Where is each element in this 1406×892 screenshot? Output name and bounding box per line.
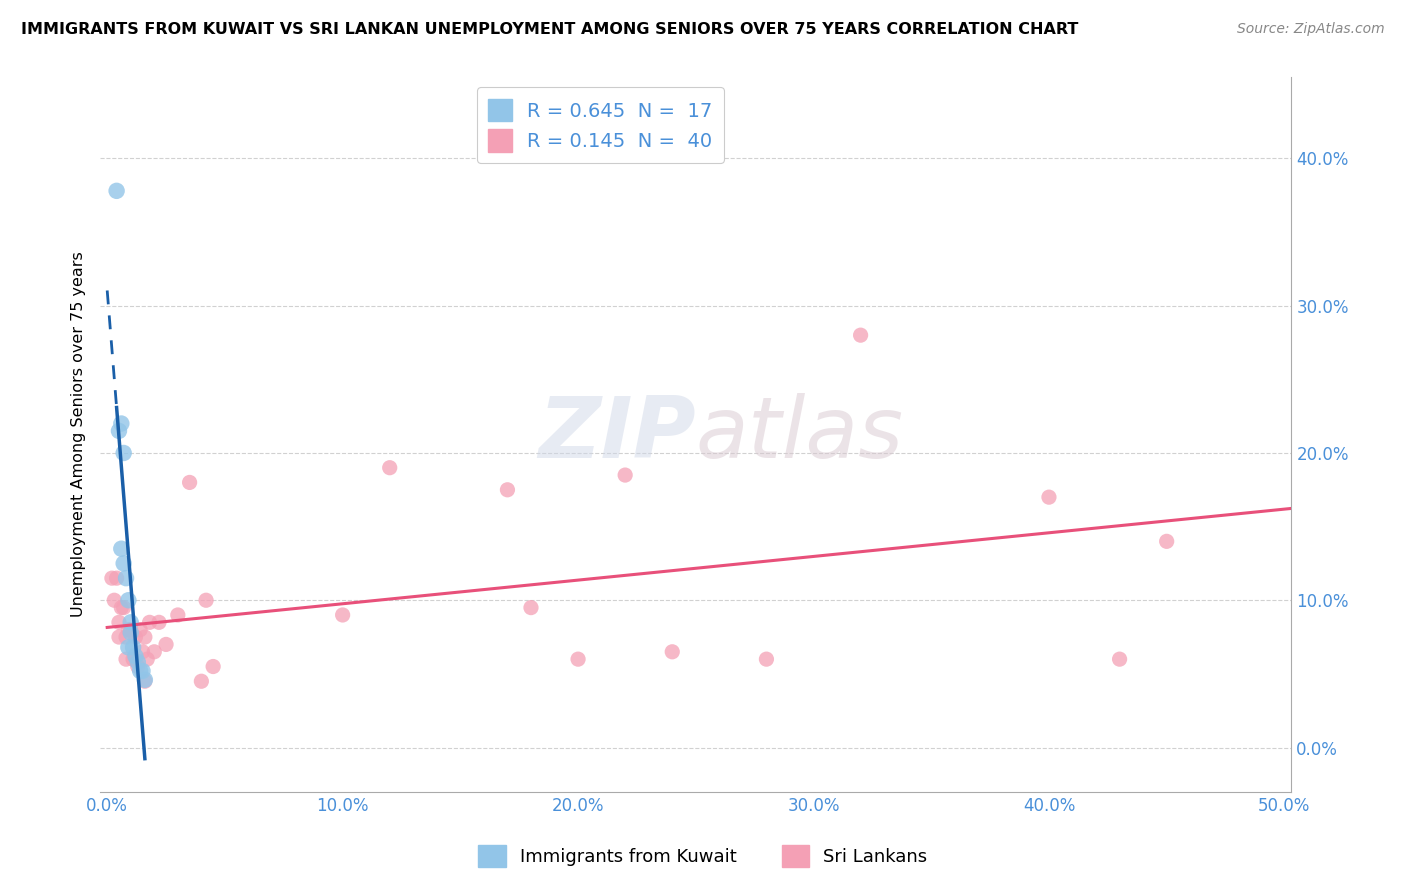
Point xyxy=(122,640,145,655)
Point xyxy=(108,424,131,438)
Point xyxy=(190,674,212,689)
Point xyxy=(120,615,142,630)
Point xyxy=(148,615,170,630)
Text: Source: ZipAtlas.com: Source: ZipAtlas.com xyxy=(1237,22,1385,37)
Point xyxy=(110,541,132,556)
Point xyxy=(849,328,872,343)
Point xyxy=(120,625,142,640)
Point xyxy=(115,652,138,666)
Point xyxy=(110,600,132,615)
Text: ZIP: ZIP xyxy=(538,393,696,476)
Y-axis label: Unemployment Among Seniors over 75 years: Unemployment Among Seniors over 75 years xyxy=(72,252,86,617)
Point xyxy=(117,623,139,637)
Point xyxy=(117,593,139,607)
Point xyxy=(134,630,156,644)
Point xyxy=(134,674,156,689)
Point xyxy=(129,664,152,678)
Point xyxy=(124,649,146,664)
Point xyxy=(110,417,132,431)
Point xyxy=(661,645,683,659)
Point xyxy=(115,630,138,644)
Point xyxy=(108,630,131,644)
Point xyxy=(127,659,149,673)
Point xyxy=(105,571,128,585)
Point xyxy=(520,600,543,615)
Point xyxy=(131,664,153,678)
Point xyxy=(378,460,401,475)
Point xyxy=(332,607,354,622)
Point xyxy=(496,483,519,497)
Text: atlas: atlas xyxy=(696,393,904,476)
Point xyxy=(120,623,142,637)
Point xyxy=(124,630,146,644)
Point xyxy=(136,652,159,666)
Point xyxy=(134,673,156,687)
Text: IMMIGRANTS FROM KUWAIT VS SRI LANKAN UNEMPLOYMENT AMONG SENIORS OVER 75 YEARS CO: IMMIGRANTS FROM KUWAIT VS SRI LANKAN UNE… xyxy=(21,22,1078,37)
Point xyxy=(755,652,778,666)
Point xyxy=(112,446,135,460)
Point xyxy=(567,652,589,666)
Point xyxy=(129,623,152,637)
Point xyxy=(108,615,131,630)
Point xyxy=(117,640,139,655)
Point xyxy=(131,645,153,659)
Legend: R = 0.645  N =  17, R = 0.145  N =  40: R = 0.645 N = 17, R = 0.145 N = 40 xyxy=(477,87,724,163)
Point xyxy=(138,615,160,630)
Point xyxy=(155,637,177,651)
Point xyxy=(202,659,225,673)
Point xyxy=(122,652,145,666)
Point xyxy=(166,607,188,622)
Point xyxy=(115,571,138,585)
Point xyxy=(195,593,218,607)
Point xyxy=(143,645,166,659)
Point xyxy=(614,468,637,483)
Point xyxy=(103,593,125,607)
Point xyxy=(127,655,149,669)
Point xyxy=(112,600,135,615)
Point xyxy=(1156,534,1178,549)
Point xyxy=(1038,490,1060,504)
Point xyxy=(105,184,128,198)
Point xyxy=(179,475,201,490)
Point xyxy=(101,571,124,585)
Point xyxy=(112,557,135,571)
Point xyxy=(1108,652,1130,666)
Legend: Immigrants from Kuwait, Sri Lankans: Immigrants from Kuwait, Sri Lankans xyxy=(471,838,935,874)
